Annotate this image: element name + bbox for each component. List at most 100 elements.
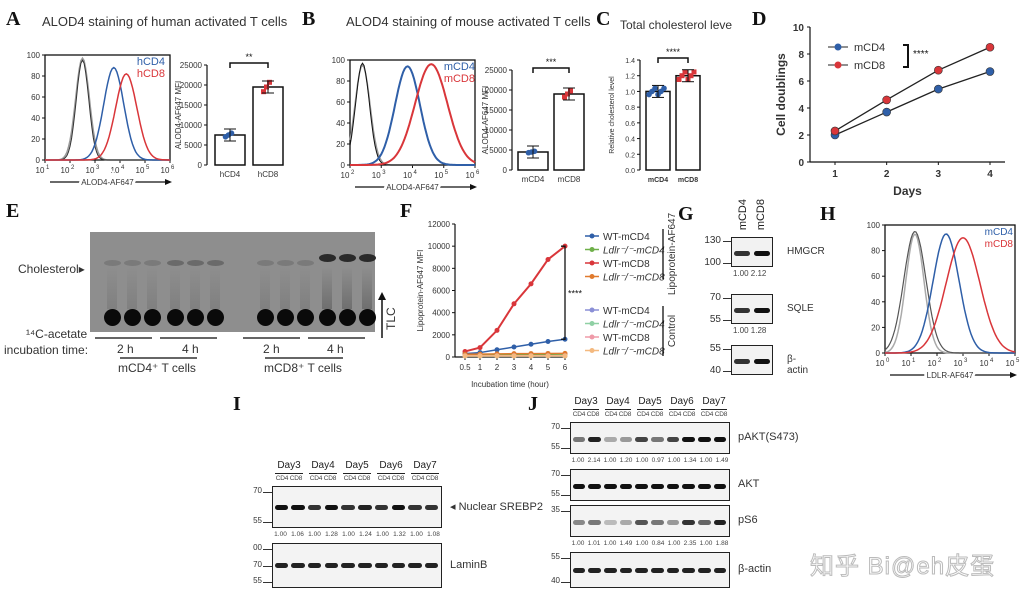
y-tick-label: 0.4 xyxy=(625,137,635,144)
protein-band xyxy=(424,563,439,569)
protein-name: AKT xyxy=(738,478,760,490)
data-point-mCD8 xyxy=(934,65,943,75)
quantification: 1.00 2.12 xyxy=(733,269,767,278)
x-tick-label: mCD4 xyxy=(522,175,545,184)
significance-bracket xyxy=(561,245,566,340)
group-label: Lipoprotein-AF647 xyxy=(667,212,678,295)
quantification: 1.00 xyxy=(635,540,649,547)
lane-label: CD4 CD8 xyxy=(309,475,337,482)
y-tick-label: 5000 xyxy=(489,146,507,155)
time-4h-cd4: 4 h xyxy=(182,342,199,356)
panel-label-b: B xyxy=(302,8,316,30)
y-tick-label: 15000 xyxy=(180,101,203,110)
x-tick-label: mCD8 xyxy=(678,177,698,184)
watermark: 知乎 Bi@eh皮蛋 xyxy=(809,553,996,581)
legend-marker xyxy=(589,348,595,353)
x-tick-base: 10 xyxy=(161,166,170,175)
protein-band xyxy=(666,483,680,489)
protein-band xyxy=(734,358,750,364)
mw-marker: 55 xyxy=(551,442,560,451)
quantification: 1.00 xyxy=(410,531,423,538)
bar-hCD4 xyxy=(214,134,246,166)
origin-spot xyxy=(257,309,274,326)
protein-band xyxy=(635,483,648,489)
protein-name: β-actin xyxy=(738,563,772,575)
data-point xyxy=(261,89,266,95)
protein-band xyxy=(619,568,633,574)
quantification: 1.00 xyxy=(699,457,713,464)
cholesterol-band xyxy=(144,260,161,266)
lane-label: CD4 CD8 xyxy=(411,475,439,482)
data-point xyxy=(511,353,517,359)
blot-β-actin xyxy=(731,345,773,375)
panel-label-j: J xyxy=(528,393,538,415)
day-underline xyxy=(377,473,405,474)
mw-tick xyxy=(723,320,731,321)
hcd8-curve xyxy=(45,73,170,161)
quantification: 1.00 xyxy=(603,457,617,464)
acetate-label-2: incubation time: xyxy=(4,343,89,357)
lane-streak xyxy=(260,267,270,309)
data-point xyxy=(682,69,688,75)
blot-HMGCR xyxy=(731,237,773,267)
x-axis-label: Incubation time (hour) xyxy=(471,380,549,389)
mw-marker: 70 xyxy=(551,469,560,478)
lane-label: CD4 CD8 xyxy=(377,475,405,482)
protein-band xyxy=(666,568,680,574)
lane-streak xyxy=(342,267,352,309)
lane-label: mCD8 xyxy=(755,199,767,231)
bar-mCD8 xyxy=(675,74,701,171)
protein-band xyxy=(635,519,648,525)
y-tick-label: 100 xyxy=(332,56,346,65)
y-tick-label: 100 xyxy=(27,51,41,60)
x-tick-label: 2 xyxy=(884,169,890,180)
significance-stars: *** xyxy=(546,57,557,67)
mw-marker: 40 xyxy=(551,576,560,585)
lane-label: CD4 CD8 xyxy=(700,411,728,418)
panel-b-title: ALOD4 staining of mouse activated T cell… xyxy=(346,14,591,29)
y-axis-label: Cell doublings xyxy=(774,53,788,136)
data-point xyxy=(562,353,568,359)
y-tick-label: 0 xyxy=(876,349,881,358)
data-point xyxy=(528,353,534,359)
group-cd4-label: mCD4⁺ T cells xyxy=(118,361,196,375)
acetate-label-1: ¹⁴C-acetate xyxy=(26,327,88,341)
mw-marker: 00 xyxy=(253,543,262,552)
x-tick-exponent: 5 xyxy=(445,170,449,176)
protein-band xyxy=(308,563,322,569)
protein-band xyxy=(635,436,648,442)
x-tick-base: 10 xyxy=(980,359,989,368)
mw-tick xyxy=(561,511,570,512)
y-tick-label: 20 xyxy=(336,140,345,149)
data-point-mCD4 xyxy=(934,84,943,94)
protein-band xyxy=(358,505,372,510)
mw-tick xyxy=(263,565,272,567)
blot-β-actin xyxy=(570,552,730,588)
mw-tick xyxy=(561,558,570,559)
legend-marker xyxy=(589,260,595,266)
time-2h-cd4: 2 h xyxy=(117,342,134,356)
origin-spot xyxy=(339,309,356,326)
mw-tick xyxy=(561,582,570,583)
quantification: 1.08 xyxy=(427,531,440,538)
panel-a-title: ALOD4 staining of human activated T cell… xyxy=(42,14,288,29)
cholesterol-band xyxy=(297,260,314,266)
x-axis-label: ALOD4-AF647 xyxy=(386,183,439,192)
data-point xyxy=(494,353,500,359)
protein-band xyxy=(408,505,422,510)
protein-band xyxy=(588,436,601,442)
day-label: Day5 xyxy=(345,460,369,471)
protein-band xyxy=(698,436,711,442)
group-cd8-label: mCD8⁺ T cells xyxy=(264,361,342,375)
data-point xyxy=(528,281,534,287)
x-tick-base: 10 xyxy=(136,166,145,175)
arrow-head-icon xyxy=(165,179,172,185)
x-tick-label: 4 xyxy=(987,169,993,180)
origin-spot xyxy=(167,309,184,326)
quantification: 1.88 xyxy=(715,540,729,547)
quantification: 1.00 xyxy=(376,531,389,538)
cholesterol-label: Cholesterol▸ xyxy=(18,262,85,276)
protein-band xyxy=(588,568,601,574)
data-point xyxy=(568,88,573,94)
cholesterol-band xyxy=(167,260,184,266)
